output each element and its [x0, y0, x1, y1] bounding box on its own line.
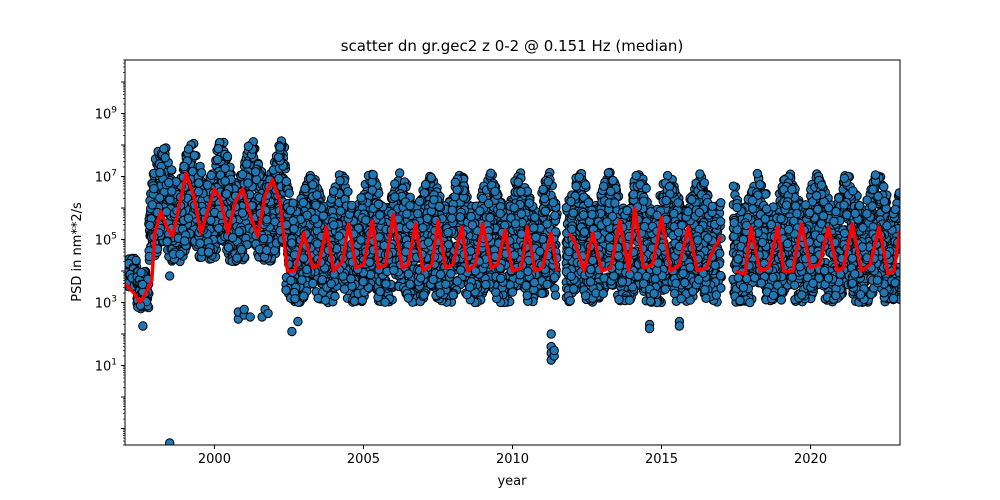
scatter-point	[633, 271, 643, 281]
scatter-point	[220, 176, 230, 186]
scatter-point	[145, 220, 155, 231]
scatter-point	[237, 169, 248, 180]
scatter-point	[243, 141, 254, 152]
scatter-point	[262, 245, 272, 255]
chart-title: scatter dn gr.gec2 z 0-2 @ 0.151 Hz (med…	[341, 37, 684, 55]
scatter-point	[728, 181, 739, 191]
scatter-point	[760, 189, 771, 199]
scatter-point	[195, 238, 205, 248]
scatter-point	[136, 267, 146, 278]
scatter-point	[203, 247, 214, 257]
scatter-point	[234, 226, 244, 237]
scatter-point	[879, 182, 889, 192]
scatter-point	[232, 253, 242, 263]
scatter-point	[395, 168, 405, 178]
scatter-point	[159, 144, 169, 154]
scatter-point	[214, 223, 224, 234]
scatter-point	[193, 186, 204, 197]
scatter-point	[149, 184, 159, 194]
scatter-point	[162, 237, 172, 247]
scatter-point	[155, 193, 165, 203]
scatter-point	[183, 213, 194, 224]
scatter-point	[160, 153, 170, 163]
scatter-point	[155, 167, 165, 178]
scatter-point	[251, 174, 262, 185]
scatter-point	[221, 189, 232, 199]
scatter-point	[164, 178, 174, 188]
scatter-point	[202, 180, 213, 190]
scatter-point	[137, 279, 148, 290]
scatter-point	[250, 167, 261, 177]
scatter-point	[175, 249, 185, 260]
scatter-point	[242, 159, 252, 169]
scatter-point	[259, 233, 269, 244]
scatter-point	[189, 150, 200, 161]
scatter-point	[179, 161, 189, 172]
scatter-point	[262, 214, 272, 225]
scatter-point	[236, 245, 247, 255]
scatter-point	[631, 171, 641, 181]
scatter-point	[548, 197, 558, 208]
scatter-points	[125, 136, 900, 445]
scatter-point	[222, 151, 233, 162]
scatter-point	[206, 215, 216, 226]
scatter-point	[180, 236, 190, 246]
scatter-point	[275, 142, 285, 152]
scatter-point	[183, 144, 194, 154]
scatter-point	[274, 152, 284, 163]
scatter-point	[147, 200, 158, 210]
scatter-point	[212, 154, 223, 165]
scatter-point	[194, 178, 204, 188]
plot-area	[125, 136, 900, 445]
scatter-point	[716, 198, 726, 208]
scatter-point	[206, 170, 217, 181]
scatter-point	[237, 208, 248, 218]
scatter-point	[167, 186, 177, 196]
scatter-point	[223, 242, 234, 253]
scatter-point	[196, 168, 207, 178]
scatter-point	[243, 178, 253, 188]
scatter-point	[131, 255, 141, 266]
